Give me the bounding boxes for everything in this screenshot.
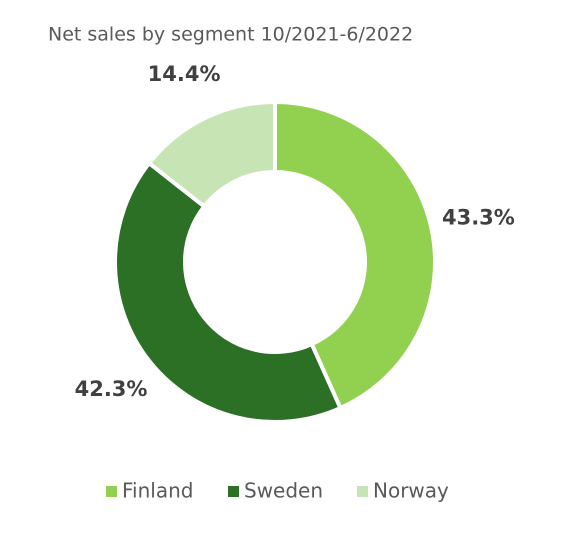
donut-segment	[113, 160, 344, 424]
donut-segment	[273, 99, 437, 411]
value-label: 42.3%	[75, 377, 148, 401]
legend-swatch	[228, 486, 239, 497]
legend-label: Sweden	[244, 479, 323, 503]
chart-title: Net sales by segment 10/2021-6/2022	[48, 24, 413, 46]
donut-segment	[146, 99, 277, 210]
legend-label: Norway	[373, 479, 449, 503]
legend-swatch	[357, 486, 368, 497]
value-label: 43.3%	[442, 206, 515, 230]
legend-label: Finland	[122, 479, 193, 503]
value-label: 14.4%	[148, 62, 221, 86]
legend-swatch	[106, 486, 117, 497]
